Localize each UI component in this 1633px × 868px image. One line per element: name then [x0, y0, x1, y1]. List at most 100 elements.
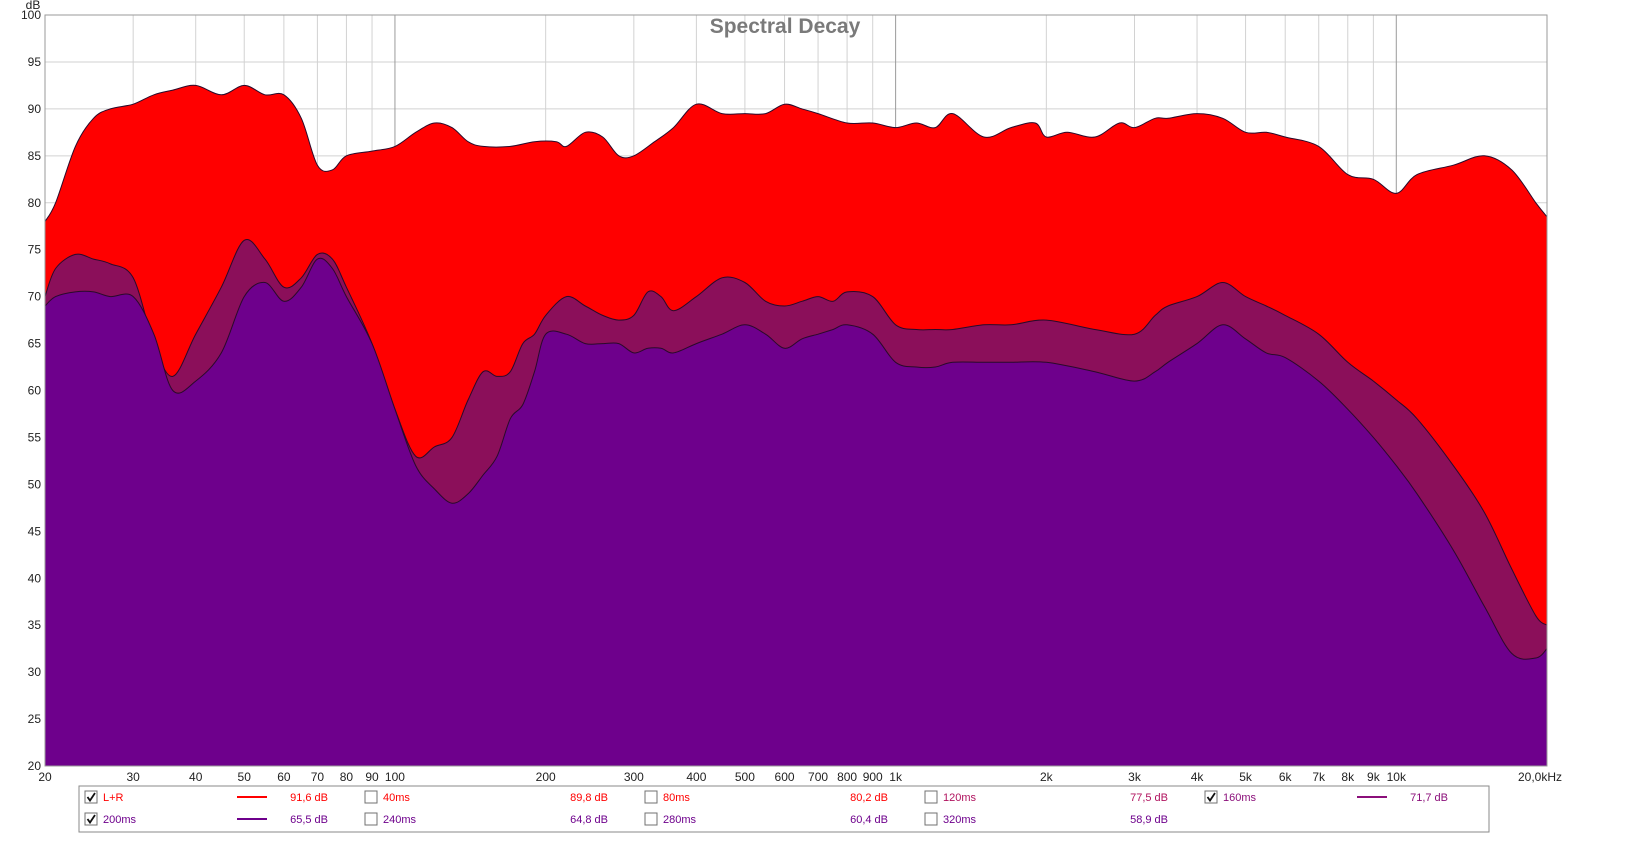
checkmark-icon — [86, 792, 96, 803]
x-tick-label: 6k — [1279, 770, 1293, 784]
legend-items: L+R 91,6 dB 40ms 89,8 dB 80ms 80,2 dB 120ms 77,… — [84, 790, 1448, 826]
legend-item-320ms: 320ms 58,9 dB — [924, 812, 1168, 826]
legend-label: 160ms — [1223, 792, 1257, 804]
x-tick-label: 40 — [189, 770, 203, 784]
x-tick-label: 1k — [889, 770, 903, 784]
x-tick-label: 70 — [311, 770, 325, 784]
checkbox-box[interactable] — [364, 790, 378, 804]
legend-label: 240ms — [383, 814, 417, 826]
legend-value: 80,2 dB — [850, 792, 888, 804]
y-tick-label: 55 — [28, 430, 42, 444]
x-tick-label: 50 — [238, 770, 252, 784]
y-tick-label: 70 — [28, 290, 42, 304]
chart-title: Spectral Decay — [710, 15, 861, 38]
legend-item-200ms: 200ms 65,5 dB — [84, 812, 328, 826]
x-tick-label: 300 — [624, 770, 644, 784]
series-area-200ms — [45, 258, 1547, 766]
legend-checkbox-160ms[interactable] — [1204, 790, 1218, 804]
legend-item-l-r: L+R 91,6 dB — [84, 790, 328, 804]
x-tick-label: 3k — [1128, 770, 1142, 784]
x-tick-label: 80 — [340, 770, 354, 784]
legend-checkbox-280ms[interactable] — [644, 812, 658, 826]
y-tick-labels: 20 25 30 35 40 45 50 55 60 65 70 75 80 85 90 95 100 — [21, 8, 41, 773]
checkbox-box[interactable] — [84, 812, 98, 826]
x-tick-label: 100 — [385, 770, 405, 784]
legend-value: 91,6 dB — [290, 792, 328, 804]
y-tick-label: 40 — [28, 571, 42, 585]
legend-label: 280ms — [663, 814, 697, 826]
x-tick-label: 5k — [1239, 770, 1253, 784]
y-tick-label: 45 — [28, 524, 42, 538]
y-tick-label: 100 — [21, 8, 41, 22]
legend-item-160ms: 160ms 71,7 dB — [1204, 790, 1448, 804]
x-tick-label: 60 — [277, 770, 291, 784]
x-tick-label: 8k — [1341, 770, 1355, 784]
y-tick-label: 80 — [28, 196, 42, 210]
legend-item-240ms: 240ms 64,8 dB — [364, 812, 608, 826]
legend-item-280ms: 280ms 60,4 dB — [644, 812, 888, 826]
series-line-l-r — [44, 84, 1548, 222]
y-tick-label: 50 — [28, 477, 42, 491]
checkmark-icon — [1206, 792, 1216, 803]
legend: L+R 91,6 dB 40ms 89,8 dB 80ms 80,2 dB 120ms 77,… — [78, 785, 1490, 833]
legend-checkbox-320ms[interactable] — [924, 812, 938, 826]
legend-value: 77,5 dB — [1130, 792, 1168, 804]
x-tick-labels: 20 30 40 50 60 70 80 90 100 200 300 400 500 600 700 800… — [38, 770, 1562, 784]
x-tick-label: 7k — [1312, 770, 1326, 784]
series-line-200ms — [44, 257, 1548, 660]
legend-value: 65,5 dB — [290, 814, 328, 826]
y-tick-label: 60 — [28, 384, 42, 398]
x-tick-label: 9k — [1367, 770, 1381, 784]
checkbox-box[interactable] — [924, 790, 938, 804]
checkbox-box[interactable] — [84, 790, 98, 804]
checkbox-box[interactable] — [924, 812, 938, 826]
legend-item-40ms: 40ms 89,8 dB — [364, 790, 608, 804]
y-tick-label: 20 — [28, 759, 42, 773]
checkbox-box[interactable] — [644, 790, 658, 804]
x-tick-label: 400 — [686, 770, 706, 784]
x-tick-label: 20 — [38, 770, 52, 784]
legend-checkbox-l-r[interactable] — [84, 790, 98, 804]
y-tick-label: 30 — [28, 665, 42, 679]
legend-checkbox-80ms[interactable] — [644, 790, 658, 804]
y-tick-label: 95 — [28, 55, 42, 69]
legend-label: 80ms — [663, 792, 690, 804]
x-tick-label: 900 — [863, 770, 883, 784]
checkbox-box[interactable] — [1204, 790, 1218, 804]
legend-checkbox-40ms[interactable] — [364, 790, 378, 804]
x-tick-label: 600 — [775, 770, 795, 784]
legend-label: L+R — [103, 792, 124, 804]
legend-label: 40ms — [383, 792, 410, 804]
x-tick-label: 500 — [735, 770, 755, 784]
x-tick-label: 30 — [126, 770, 140, 784]
series-areas — [44, 84, 1548, 766]
legend-value: 71,7 dB — [1410, 792, 1448, 804]
legend-value: 60,4 dB — [850, 814, 888, 826]
legend-checkbox-240ms[interactable] — [364, 812, 378, 826]
x-tick-label: 90 — [365, 770, 379, 784]
legend-value: 64,8 dB — [570, 814, 608, 826]
x-tick-label: 2k — [1040, 770, 1054, 784]
legend-item-120ms: 120ms 77,5 dB — [924, 790, 1168, 804]
y-axis-label: dB — [26, 0, 41, 12]
x-tick-label: 4k — [1191, 770, 1205, 784]
legend-item-80ms: 80ms 80,2 dB — [644, 790, 888, 804]
y-tick-label: 75 — [28, 243, 42, 257]
y-tick-label: 25 — [28, 712, 42, 726]
x-tick-label: 10k — [1387, 770, 1407, 784]
legend-label: 120ms — [943, 792, 977, 804]
legend-value: 58,9 dB — [1130, 814, 1168, 826]
checkbox-box[interactable] — [364, 812, 378, 826]
plot-frame — [44, 14, 1548, 767]
y-tick-label: 65 — [28, 337, 42, 351]
checkbox-box[interactable] — [644, 812, 658, 826]
x-tick-label: 700 — [808, 770, 828, 784]
x-tick-label: 20,0kHz — [1518, 770, 1562, 784]
y-tick-label: 90 — [28, 102, 42, 116]
legend-label: 200ms — [103, 814, 137, 826]
legend-checkbox-200ms[interactable] — [84, 812, 98, 826]
legend-checkbox-120ms[interactable] — [924, 790, 938, 804]
x-tick-label: 200 — [536, 770, 556, 784]
legend-label: 320ms — [943, 814, 977, 826]
x-tick-label: 800 — [837, 770, 857, 784]
